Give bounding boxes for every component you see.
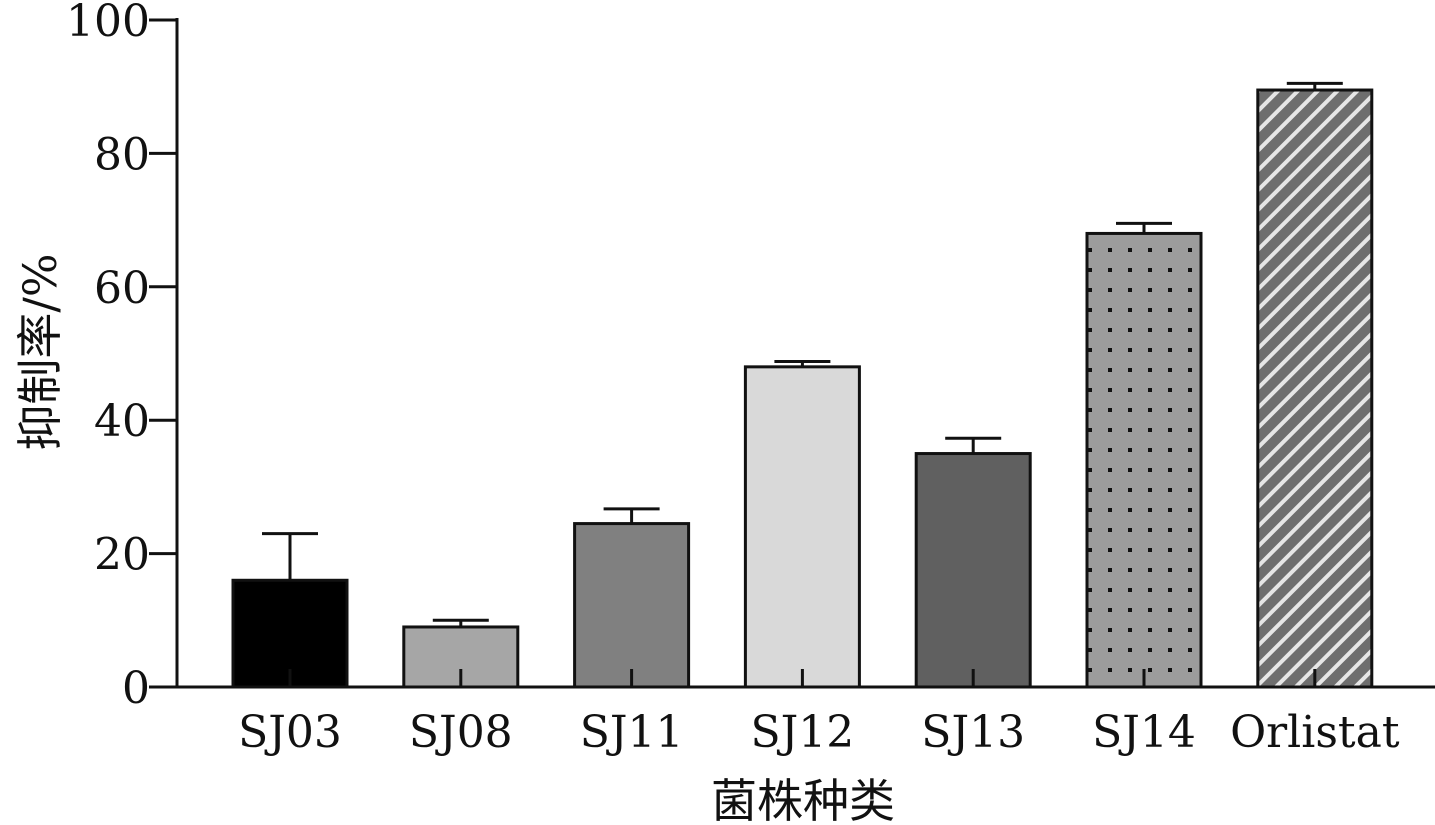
y-tick-label-80: 80 xyxy=(94,129,150,180)
x-tick-label-sj14: SJ14 xyxy=(1092,707,1196,758)
x-tick-label-sj03: SJ03 xyxy=(238,707,342,758)
y-tick-label-100: 100 xyxy=(66,0,150,47)
x-tick-label-sj08: SJ08 xyxy=(409,707,513,758)
y-tick-label-60: 60 xyxy=(94,263,150,314)
y-tick-label-20: 20 xyxy=(94,530,150,581)
bar-sj11 xyxy=(573,522,691,689)
bar-sj12 xyxy=(743,365,861,689)
bar-orlistat xyxy=(1256,88,1374,689)
y-tick-label-40: 40 xyxy=(94,396,150,447)
x-tick-label-sj12: SJ12 xyxy=(751,707,855,758)
bar-sj13 xyxy=(914,452,1032,689)
x-tick-label-sj13: SJ13 xyxy=(921,707,1025,758)
axes: SJ03 SJ08 SJ11 SJ12 SJ13 SJ14 Orlistat 0 20 40 60 8… xyxy=(66,0,1435,758)
y-tick-label-0: 0 xyxy=(122,663,150,714)
bar-sj14 xyxy=(1085,231,1203,689)
x-axis-title: 菌株种类 xyxy=(711,774,895,825)
bars xyxy=(231,81,1374,689)
x-tick-label-orlistat: Orlistat xyxy=(1230,707,1400,758)
y-axis-title: 抑制率/% xyxy=(13,253,67,450)
x-tick-label-sj11: SJ11 xyxy=(580,707,684,758)
